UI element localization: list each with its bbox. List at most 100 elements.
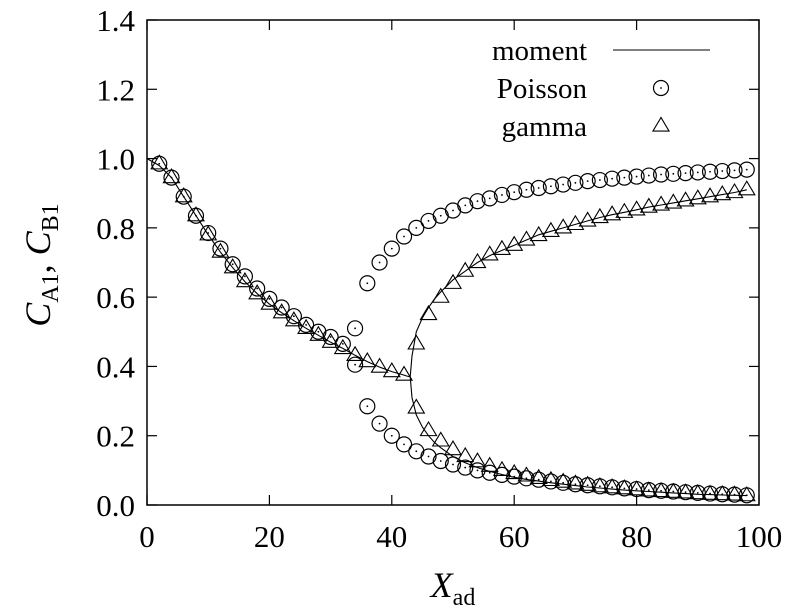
poisson-point-center	[464, 204, 467, 207]
gamma-point	[713, 485, 732, 501]
poisson-point-center	[696, 491, 699, 494]
gamma-point	[505, 463, 524, 480]
poisson-point-center	[562, 183, 565, 186]
gamma-point	[566, 214, 585, 231]
poisson-point	[359, 275, 376, 292]
poisson-point-center	[721, 170, 724, 172]
poisson-point-center	[476, 469, 479, 472]
legend-swatch-gamma	[651, 116, 671, 132]
poisson-point-center	[501, 194, 503, 196]
poisson-point-center	[660, 173, 662, 176]
poisson-point	[224, 256, 241, 273]
poisson-point-center	[647, 174, 650, 177]
poisson-point-center	[611, 486, 614, 489]
poisson-point	[432, 452, 449, 470]
y-tick-label: 1.0	[96, 142, 135, 177]
poisson-point-center	[635, 488, 638, 490]
poisson-point-center	[403, 235, 405, 238]
poisson-point	[359, 398, 376, 415]
poisson-point-center	[427, 220, 430, 222]
gamma-point	[480, 456, 499, 472]
poisson-point	[212, 240, 229, 257]
gamma-point	[150, 154, 169, 170]
plot-frame	[146, 19, 760, 506]
gamma-point	[541, 221, 560, 237]
poisson-point-center	[586, 484, 589, 487]
poisson-point-center	[403, 443, 405, 446]
poisson-point	[395, 228, 413, 245]
gamma-point	[346, 345, 365, 361]
poisson-point	[322, 328, 339, 346]
poisson-point-center	[195, 214, 197, 217]
gamma-point	[688, 483, 707, 500]
gamma-point	[333, 338, 352, 355]
poisson-point	[469, 462, 486, 479]
gamma-point	[394, 365, 414, 381]
legend-swatch-poisson	[652, 79, 670, 97]
poisson-point-center	[231, 263, 234, 266]
gamma-point	[492, 239, 512, 255]
poisson-point-center	[513, 191, 516, 194]
poisson-point-center	[488, 471, 491, 474]
gamma-point	[664, 482, 683, 498]
poisson-point	[640, 167, 657, 184]
gamma-point	[615, 479, 634, 495]
gamma-point	[737, 486, 756, 502]
poisson-point-center	[464, 466, 467, 469]
poisson-point	[665, 165, 682, 182]
poisson-point-center	[537, 478, 540, 481]
x-tick-label: 60	[499, 519, 530, 554]
gamma-point	[737, 180, 756, 196]
gamma-point	[590, 477, 609, 493]
poisson-point	[493, 186, 511, 204]
gamma-point	[700, 484, 720, 500]
poisson-point	[714, 162, 731, 180]
poisson-point	[518, 181, 535, 198]
poisson-point-center	[672, 490, 675, 493]
poisson-point	[506, 184, 523, 201]
gamma-point	[358, 352, 377, 368]
poisson-point	[285, 308, 302, 325]
poisson-point-center	[684, 491, 687, 494]
poisson-point-center	[733, 169, 736, 172]
gamma-point	[627, 200, 646, 216]
gamma-point	[162, 168, 181, 184]
poisson-point-center	[513, 475, 516, 478]
poisson-point	[273, 299, 290, 316]
gamma-point	[517, 466, 536, 482]
poisson-point-center	[623, 487, 626, 490]
poisson-point-center	[598, 485, 601, 488]
poisson-point	[677, 165, 694, 182]
poisson-point-center	[745, 494, 748, 497]
gamma-point	[284, 311, 303, 327]
poisson-point-center	[574, 483, 577, 486]
poisson-point-center	[305, 323, 308, 326]
y-tick-label: 0.0	[96, 488, 135, 523]
gamma-point	[603, 478, 622, 494]
poisson-point	[469, 193, 486, 210]
y-axis-label: CA1, CB1	[18, 203, 64, 326]
poisson-point-center	[329, 336, 332, 338]
poisson-point	[346, 320, 364, 337]
poisson-point-center	[550, 480, 552, 483]
poisson-point-center	[366, 282, 369, 285]
poisson-point	[689, 164, 706, 181]
poisson-point-center	[525, 477, 528, 480]
gamma-point	[517, 230, 536, 246]
x-tick-label: 40	[376, 519, 407, 554]
poisson-point	[738, 161, 755, 178]
poisson-point	[652, 166, 670, 183]
y-tick-label: 1.2	[96, 72, 135, 107]
poisson-point	[395, 436, 413, 453]
poisson-point-center	[684, 172, 687, 175]
gamma-point	[272, 303, 291, 319]
gamma-point	[407, 334, 426, 350]
poisson-point-center	[452, 209, 454, 212]
gamma-point	[223, 258, 242, 274]
gamma-point	[700, 187, 720, 203]
gamma-point	[688, 189, 707, 205]
poisson-point	[383, 427, 400, 444]
poisson-point-center	[488, 197, 491, 200]
poisson-point	[334, 335, 351, 353]
poisson-point	[591, 171, 608, 189]
